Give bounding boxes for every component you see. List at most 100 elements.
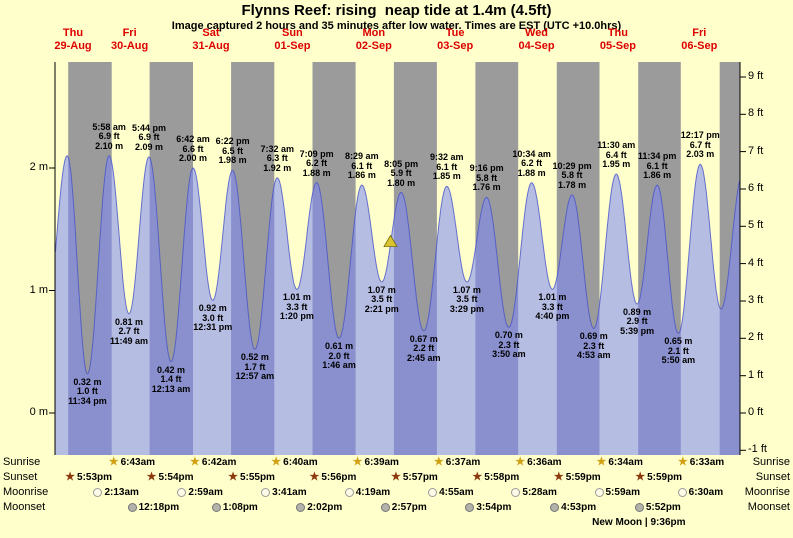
day-date: 02-Sep [355,40,392,52]
moonrise-entry: 6:30am [677,485,723,499]
sunrise-entry: ★ 6:34am [597,455,643,469]
tide-label-line: 9:16 pm [469,163,504,174]
moonset-time: 5:52pm [645,501,681,513]
sunset-time: 5:59pm [647,471,683,483]
tide-label-line: 1.07 m [452,284,481,295]
tide-label-line: 9:32 am [430,152,464,163]
high-tide-label: 9:16 pm 5.8 ft 1.76 m [470,164,504,193]
tide-label-line: 11:49 am [109,335,148,346]
tide-label-line: 3:50 am [492,349,526,360]
moonset-circle-icon [296,502,306,512]
tide-label-line: 0.81 m [114,316,143,327]
tide-label-line: 2.2 ft [413,343,435,354]
moonset-entry: 4:53pm [550,500,596,514]
day-label: Fri 30-Aug [111,27,148,53]
row-label-sunrise-right: Sunrise [752,456,790,468]
tide-label-line: 1.07 m [367,284,396,295]
tide-label-line: 1.01 m [538,292,567,303]
tide-label-line: 6.7 ft [689,139,711,150]
moonset-circle-icon [465,502,475,512]
row-label-sunset-left: Sunset [3,471,38,483]
sunset-entry: ★ 5:58pm [472,470,519,484]
tide-label-line: 7:09 pm [299,148,334,159]
day-date: 04-Sep [518,40,555,52]
y-axis-label-ft: 2 ft [748,331,764,344]
tide-label-line: 3.5 ft [456,294,478,305]
moonset-time: 2:57pm [391,501,427,513]
day-date: 29-Aug [54,40,92,52]
low-tide-label: 0.69 m 2.3 ft 4:53 am [577,332,611,361]
tide-label-line: 2.7 ft [118,326,140,337]
low-tide-label: 0.67 m 2.2 ft 2:45 am [407,334,441,364]
tide-label-line: 2.00 m [179,153,208,163]
sunrise-time: 6:40am [283,456,318,468]
tide-label-line: 1.86 m [643,170,672,181]
tide-label-line: 6.5 ft [222,145,244,156]
moonset-entry: 1:08pm [211,500,258,514]
row-label-sunrise-left: Sunrise [3,456,41,468]
row-label-sunset-right: Sunset [755,471,790,483]
moonset-time: 4:53pm [561,501,597,513]
day-label: Mon 02-Sep [356,27,392,53]
tide-label-line: 10:34 am [512,148,551,159]
tide-label-line: 6:22 pm [215,136,250,147]
day-label: Thu 05-Sep [600,27,636,53]
tide-label-line: 2.3 ft [498,339,520,350]
sunrise-time: 6:36am [527,456,562,468]
moonrise-time: 2:59am [188,486,223,498]
sunset-entry: ★ 5:59pm [554,470,601,484]
tide-label-line: 12:17 pm [680,130,720,141]
high-tide-label: 7:32 am 6.3 ft 1.92 m [260,144,294,174]
sunset-star-icon: ★ [390,470,401,483]
sunset-entry: ★ 5:55pm [228,470,275,484]
tide-label-line: 12:13 am [151,383,191,394]
tide-label-line: 6.1 ft [646,160,668,171]
tide-label-line: 0.92 m [198,303,227,314]
tide-label-line: 6.3 ft [266,153,288,164]
sunset-time: 5:57pm [402,471,438,483]
low-tide-label: 1.07 m 3.5 ft 3:29 pm [450,284,484,315]
sunrise-time: 6:33am [689,456,725,468]
sunset-entry: ★ 5:53pm [65,470,112,484]
moonrise-time: 4:19am [355,486,391,498]
tide-label-line: 0.70 m [494,330,523,341]
moonset-time: 12:18pm [138,501,180,513]
high-tide-label: 6:22 pm 6.5 ft 1.98 m [216,137,250,166]
sunrise-star-icon: ★ [677,455,688,468]
moonset-circle-icon [550,502,560,512]
tide-label-line: 11:34 pm [68,395,107,406]
tide-label-line: 2.10 m [95,140,124,151]
tide-label-line: 2.09 m [135,141,164,152]
day-date: 03-Sep [437,40,474,52]
moonrise-circle-icon [594,487,604,497]
day-label: Wed 04-Sep [518,27,554,53]
tide-label-line: 0.32 m [73,376,102,387]
moonset-circle-icon [127,502,137,512]
sunrise-entry: ★ 6:39am [353,455,399,469]
moonset-entry: 2:57pm [380,500,427,514]
tide-label-line: 4:40 pm [535,311,570,322]
low-tide-label: 0.32 m 1.0 ft 11:34 pm [68,376,107,407]
sunset-time: 5:58pm [484,471,520,483]
row-label-moonrise-left: Moonrise [3,486,49,498]
sunrise-star-icon: ★ [596,455,607,468]
moonrise-entry: 2:59am [177,485,223,499]
tide-label-line: 0.89 m [623,306,652,317]
tide-label-line: 1.0 ft [76,386,98,397]
moon-phase-label: New Moon | 9:36pm [592,517,686,528]
tide-label-line: 1.85 m [432,171,461,182]
day-label: Tue 03-Sep [437,27,473,53]
tide-label-line: 1.78 m [558,179,587,190]
moonrise-entry: 4:19am [344,485,391,499]
moonrise-circle-icon [177,487,187,497]
high-tide-label: 6:42 am 6.6 ft 2.00 m [176,134,210,164]
tide-label-line: 1.86 m [347,170,376,181]
high-tide-label: 8:05 pm 5.9 ft 1.80 m [384,159,418,189]
sunrise-entry: ★ 6:36am [515,455,561,469]
tide-label-line: 6:42 am [176,134,210,144]
tide-label-line: 6.2 ft [306,158,328,169]
y-axis-label-ft: -1 ft [748,443,767,456]
tide-label-line: 6.9 ft [98,131,120,142]
low-tide-label: 0.81 m 2.7 ft 11:49 am [109,316,148,347]
